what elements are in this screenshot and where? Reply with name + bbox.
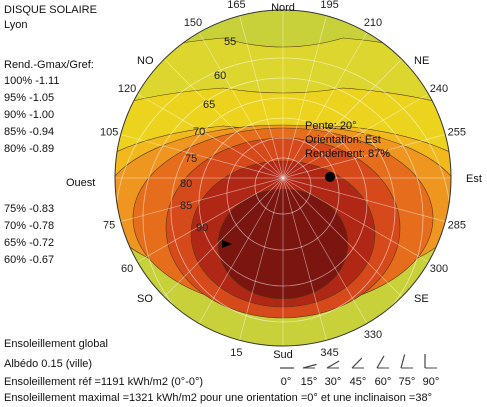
polar-grid [115,10,451,346]
azimuth-label-105: 105 [100,126,118,138]
albedo-label: Albédo 0.15 (ville) [4,358,93,370]
azimuth-spoke [282,177,327,341]
legend-row-bottom-2: 65% -0.72 [4,237,55,249]
compass-sw: SO [137,293,153,305]
location-label: Lyon [4,19,28,31]
azimuth-spoke [282,32,368,179]
tilt-label-55: 55 [224,36,236,48]
azimuth-spoke [120,134,284,179]
tilt-label-65: 65 [203,99,215,111]
azimuth-spoke [282,177,429,263]
tilt-label-80: 80 [180,178,192,190]
azimuth-spoke [282,177,368,324]
legend-row-top-0: 100% -1.11 [4,75,60,87]
compass-ne: NE [414,55,429,67]
chart-title: DISQUE SOLAIRE [4,4,97,16]
azimuth-spoke [198,32,284,179]
point-yield-label: Rendement: 87% [305,148,390,160]
legend-row-bottom-0: 75% -0.83 [4,203,55,215]
compass-south: Sud [273,349,293,361]
compass-nw: NO [137,55,154,67]
azimuth-spoke [282,93,429,179]
maximal-irradiation-label: Ensoleillement maximal =1321 kWh/m2 pour… [4,392,432,404]
azimuth-label-240: 240 [430,83,448,95]
legend-row-top-4: 80% -0.89 [4,143,55,155]
azimuth-label-165: 165 [227,0,245,11]
azimuth-label-120: 120 [118,83,136,95]
azimuth-spoke [163,58,284,179]
azimuth-spoke [163,177,284,298]
azimuth-label-15: 15 [230,347,242,359]
azimuth-label-285: 285 [448,220,466,232]
azimuth-spoke [282,58,403,179]
azimuth-label-210: 210 [364,17,382,29]
azimuth-spoke [282,134,446,179]
compass-east: Est [466,173,482,185]
reference-irradiation-label: Ensoleillement réf =1191 kWh/m2 (0°-0°) [4,376,204,388]
azimuth-spoke [137,177,284,263]
azimuth-spoke [282,177,403,298]
tilt-icon-label-5: 75° [399,376,416,388]
legend-row-top-3: 85% -0.94 [4,126,55,138]
tilt-icon-label-6: 90° [423,376,440,388]
tilt-icon-label-1: 15° [301,376,318,388]
point-orientation-label: Orientation: Est [305,134,381,146]
compass-se: SE [414,293,429,305]
azimuth-spoke [239,15,284,179]
legend-row-top-1: 95% -1.05 [4,92,55,104]
azimuth-spoke [239,177,284,341]
optimum-arrow [222,240,232,248]
azimuth-label-60: 60 [121,263,133,275]
azimuth-spoke [282,15,327,179]
compass-north: Nord [271,2,295,14]
tilt-icon-panel-4 [376,355,385,369]
point-tilt-label: Pente: 20° [305,120,357,132]
tilt-icon-panel-3 [351,357,363,369]
azimuth-spoke [120,177,284,222]
tilt-icon-label-4: 60° [375,376,392,388]
legend-row-bottom-1: 70% -0.78 [4,220,55,232]
azimuth-label-75: 75 [103,220,115,232]
legend-row-bottom-3: 60% -0.67 [4,254,55,266]
tilt-icon-panel-5 [400,354,406,369]
legend-heading: Rend.-Gmax/Gref: [4,59,94,71]
azimuth-label-195: 195 [320,0,338,11]
selected-point-marker [325,172,335,182]
tilt-icon-label-2: 30° [325,376,342,388]
tilt-icon-label-3: 45° [350,376,367,388]
azimuth-label-150: 150 [184,17,202,29]
azimuth-spoke [137,93,284,179]
tilt-label-90: 90 [196,222,208,234]
tilt-label-70: 70 [193,126,205,138]
azimuth-spoke [198,177,284,324]
disc-outline [114,9,452,347]
tilt-icon-label-0: 0° [281,376,292,388]
azimuth-label-330: 330 [364,329,382,341]
azimuth-spoke [282,177,446,222]
tilt-label-75: 75 [185,153,197,165]
azimuth-label-300: 300 [430,263,448,275]
global-irradiation-label: Ensoleillement global [4,338,108,350]
azimuth-label-255: 255 [448,126,466,138]
legend-row-top-2: 90% -1.00 [4,109,55,121]
tilt-icon-panel-1 [302,363,317,369]
tilt-label-60: 60 [214,70,226,82]
azimuth-label-345: 345 [320,347,338,359]
tilt-label-85: 85 [180,200,192,212]
compass-west: Ouest [66,177,95,189]
tilt-icon-panel-2 [326,360,340,369]
